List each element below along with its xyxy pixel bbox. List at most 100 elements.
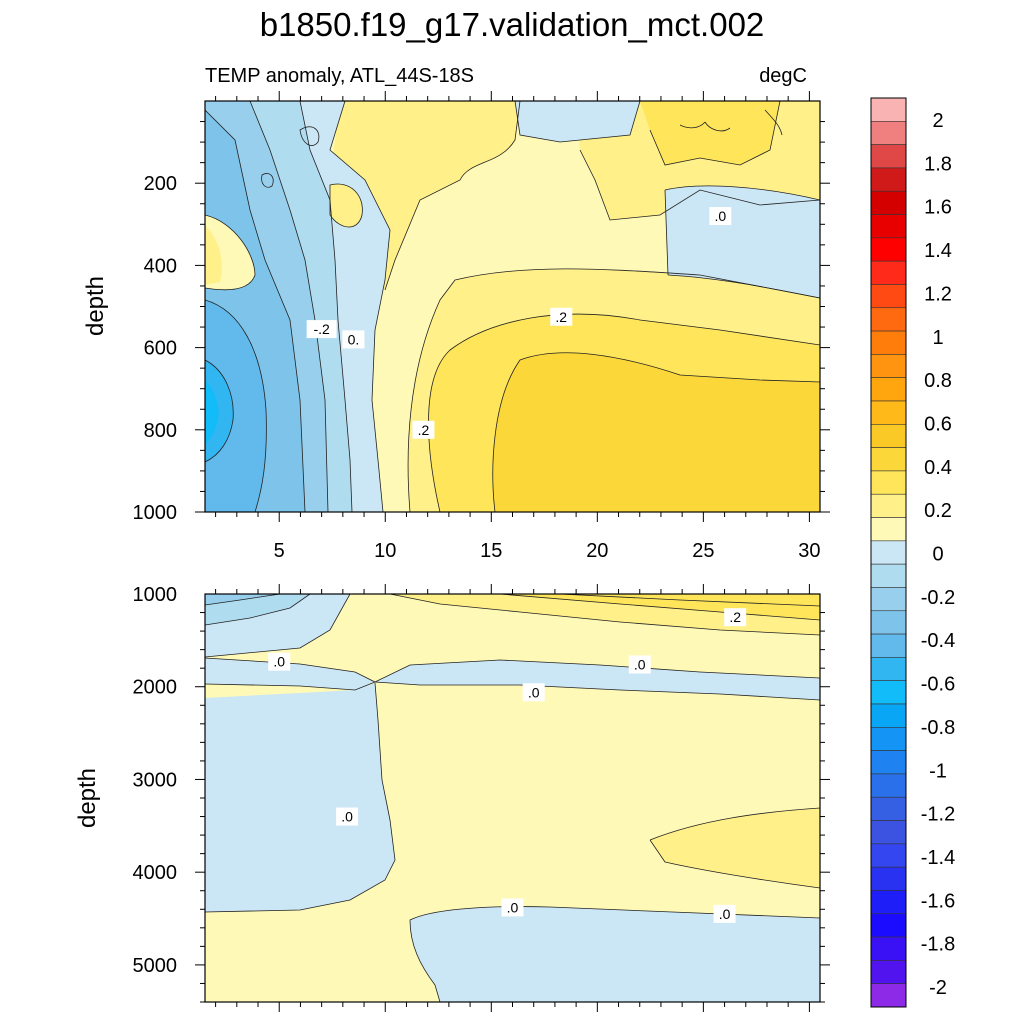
lower-y-axis-label: depth [74,768,101,828]
colorbar-swatch [870,190,907,215]
colorbar-swatch [870,517,907,542]
upper-contour-lines [205,101,820,512]
upper-x-tick-label: 15 [480,540,502,562]
lower-contour-d [205,657,820,683]
colorbar-swatch [870,820,907,845]
upper-contour-eddy-a [299,126,320,146]
upper-x-tick-label: 5 [274,540,285,562]
colorbar-swatch [870,424,907,448]
colorbar-swatch [870,307,907,332]
lower-contour-label-bg [501,898,524,917]
colorbar-swatch [870,97,907,122]
lower-band-neg-west [205,683,395,912]
upper-x-tick-label: 10 [374,540,396,562]
lower-contour-a [205,594,351,658]
lower-contour-c [205,594,281,606]
upper-surface-band-c [640,101,780,165]
colorbar-label: 1.4 [924,240,952,262]
chart-subtitle: TEMP anomaly, ATL_44S-18S [205,65,474,87]
lower-contour-i [499,594,820,621]
colorbar-swatch [870,773,907,798]
upper-negative-patch-surface [515,101,640,142]
upper-band-0.3-0.4 [492,352,820,512]
lower-filled-contours [205,594,820,1002]
upper-x-tick-label: 30 [798,540,820,562]
lower-contour-labels: .2 .0 .0 .0 .0 .0 .0 [268,608,747,923]
colorbar-swatch [870,913,907,938]
colorbar-swatch [870,447,907,472]
upper-y-axis-label: depth [82,276,109,336]
upper-contour-label: .2 [418,422,430,438]
colorbar-swatch [870,983,907,1008]
upper-contour-label-bg [342,330,365,349]
lower-contour-label: .0 [528,684,540,700]
upper-contour-label: .0 [714,208,726,224]
colorbar-swatch [870,237,907,262]
colorbar-frame [870,97,907,1008]
colorbar-swatch [870,330,907,355]
colorbar-swatch [870,936,907,961]
colorbar-label: -0.6 [921,674,955,696]
upper-contour-right-c [664,189,669,276]
lower-band-neg-2000m [205,658,820,700]
colorbar-swatch [870,750,907,775]
upper-contour-surface-d [384,101,521,291]
lower-axis-ticks: 1000 2000 3000 4000 5000 [133,584,830,1012]
upper-contour-label: 0. [348,331,360,347]
colorbar-swatch [870,633,907,658]
chart-title: b1850.f19_g17.validation_mct.002 [260,6,765,43]
colorbar-swatch [870,260,907,285]
upper-contour-surface-e [679,121,731,132]
upper-panel: -.20..2.2.0 5 10 15 20 25 302004006008001000 … [82,91,830,562]
colorbar-swatch [870,400,907,425]
lower-contour-e [205,681,820,701]
upper-axis-ticks: 5 10 15 20 25 30 200 400 600 800 1000 [133,91,830,562]
upper-contour-label-bg [550,307,573,326]
upper-contour-0.3 [492,352,820,512]
upper-contour-right-a [664,185,820,201]
lower-band-0.1-0.2-deep [650,808,820,888]
upper-x-tick-label: 20 [586,540,608,562]
colorbar-swatch [870,214,907,239]
lower-band-neg-bottom [410,906,820,1002]
upper-y-tick-label: 600 [144,338,177,360]
colorbar-swatch [870,843,907,868]
colorbar-swatch [870,680,907,705]
colorbar-label: 0.8 [924,370,952,392]
lower-contour-j [559,594,820,607]
lower-panel: .2 .0 .0 .0 .0 .0 .0 1000 2000 3000 4000 5000 dept… [74,584,830,1012]
upper-contour-label-bg [412,420,435,439]
colorbar-label: -2 [929,977,947,999]
upper-band-neg-0.5 [205,300,267,512]
lower-contour-lines [205,594,820,1002]
colorbar-swatch [870,167,907,192]
colorbar-label: -0.4 [921,630,955,652]
colorbar-swatch [870,540,907,565]
colorbar-swatch [870,121,907,145]
colorbar-label: -0.8 [921,717,955,739]
colorbar-label: 0.2 [924,500,952,522]
colorbar-swatch [870,796,907,821]
lower-contour-k [649,807,820,889]
upper-band-neg-0.7 [205,380,219,445]
colorbar-label: 1.2 [924,283,952,305]
colorbar-swatch [870,284,907,309]
lower-y-tick-label: 5000 [133,955,178,977]
lower-contour-label: .0 [719,906,731,922]
colorbar-label: -1.4 [921,847,955,869]
lower-contour-label: .2 [729,609,741,625]
lower-contour-label: .0 [507,899,519,915]
colorbar-swatch [870,960,907,984]
lower-contour-b [205,594,311,626]
upper-contour-neg-0.3 [205,109,306,512]
lower-y-tick-label: 4000 [133,862,178,884]
upper-contour-label-bg [306,320,337,339]
upper-x-tick-label: 25 [692,540,714,562]
upper-y-tick-label: 800 [144,420,177,442]
colorbar-label: 1.6 [924,197,952,219]
colorbar: 2 1.8 1.6 1.4 1.2 1 0.8 0.6 0.4 0.2 0 -0.2 -0.4 -0.6 -… [870,97,955,1008]
upper-contour-0.2 [428,313,820,512]
lower-contour-f [205,682,396,913]
